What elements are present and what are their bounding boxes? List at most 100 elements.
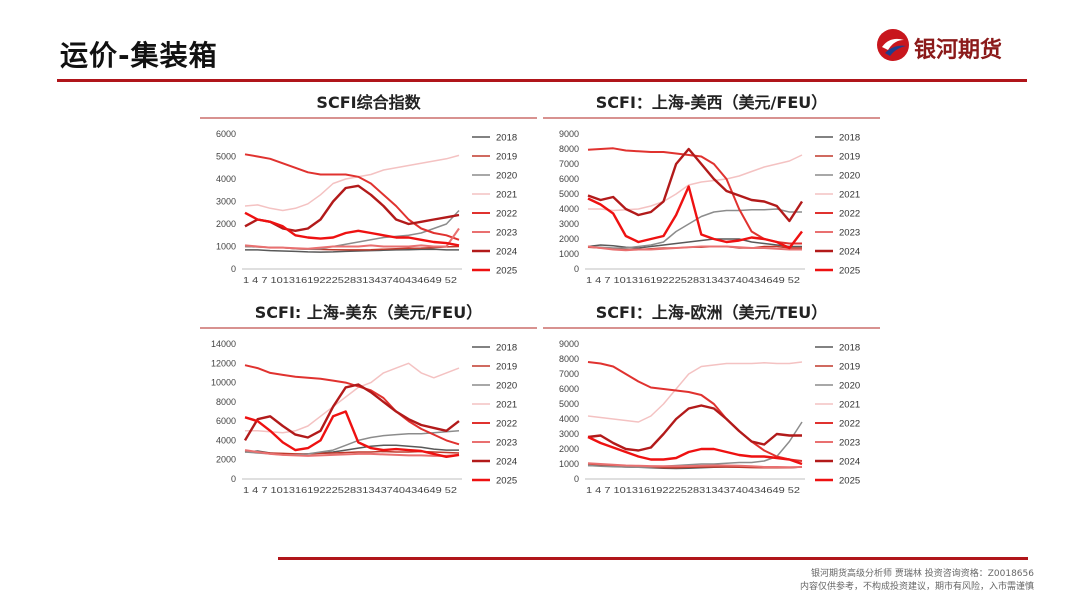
chart-composite-series-2024 [244, 184, 460, 233]
chart-us-west-y-tick-label: 3000 [559, 219, 579, 229]
chart-us-east-y-tick-label: 0 [231, 474, 236, 484]
chart-us-west-y-tick-label: 2000 [559, 234, 579, 244]
chart-us-west-x-tick-labels: 1 4 7 1013161922252831343740434649 52 [586, 275, 800, 285]
chart-us-west-series-2024 [587, 147, 804, 223]
chart-composite-y-tick-label: 1000 [216, 242, 236, 252]
chart-scfi-europe: SCFI：上海-欧洲（美元/TEU） 0 1000 2000 3000 4000 5000 6… [543, 296, 880, 514]
chart-composite-legend-label-2018: 2018 [496, 133, 517, 144]
chart-composite-y-tick-label: 2000 [216, 219, 236, 229]
chart-europe-legend-label-2019: 2019 [839, 362, 860, 373]
chart-us-west-y-tick-label: 5000 [559, 189, 579, 199]
chart-us-east-series-2024 [243, 383, 460, 442]
chart-us-west-y-tick-label: 4000 [559, 204, 579, 214]
chart-composite-series-2021 [244, 154, 460, 212]
chart-us-east-y-tick-label: 8000 [216, 397, 236, 407]
header-divider [57, 79, 1027, 82]
chart-europe-y-tick-label: 8000 [559, 354, 579, 364]
chart-us-east-legend-label-2020: 2020 [496, 381, 517, 392]
chart-us-west-legend-label-2021: 2021 [839, 190, 860, 201]
chart-composite-y-tick-label: 6000 [216, 129, 236, 139]
chart-us-east-series-2023 [244, 449, 460, 457]
chart-us-east-series-2022 [244, 364, 460, 446]
analyst-credit: 银河期货高级分析师 贾瑞林 投资咨询资格：Z0018656 [811, 569, 1034, 579]
chart-composite-legend-label-2023: 2023 [496, 228, 517, 239]
chart-us-west-y-tick-label: 7000 [559, 159, 579, 169]
chart-us-east-title: SCFI: 上海-美东（美元/FEU） [255, 303, 482, 322]
chart-composite-legend-label-2022: 2022 [496, 209, 517, 220]
chart-scfi-us-west: SCFI：上海-美西（美元/FEU） 0 1000 2000 3000 4000 5000 6… [543, 86, 880, 304]
chart-composite-y-tick-label: 4000 [216, 174, 236, 184]
chart-svg: SCFI综合指数 0 1000 2000 3000 4000 5000 6000 1 4 7 1… [200, 93, 537, 285]
chart-us-east-y-tick-label: 14000 [211, 339, 236, 349]
chart-us-west-legend-label-2018: 2018 [839, 133, 860, 144]
chart-europe-y-tick-label: 5000 [559, 399, 579, 409]
chart-europe-y-tick-label: 2000 [559, 444, 579, 454]
chart-svg: SCFI：上海-欧洲（美元/TEU） 0 1000 2000 3000 4000 5000 6… [543, 303, 880, 495]
chart-composite-legend-label-2021: 2021 [496, 190, 517, 201]
chart-europe-x-tick-labels: 1 4 7 1013161922252831343740434649 52 [586, 485, 800, 495]
chart-europe-legend-label-2021: 2021 [839, 400, 860, 411]
chart-composite-legend-label-2024: 2024 [496, 247, 517, 258]
chart-us-east-y-tick-label: 6000 [216, 416, 236, 426]
chart-europe-y-tick-label: 6000 [559, 384, 579, 394]
chart-us-west-series-2018 [587, 238, 802, 249]
chart-europe-legend-label-2018: 2018 [839, 343, 860, 354]
chart-europe-title: SCFI：上海-欧洲（美元/TEU） [596, 303, 827, 322]
chart-us-east-legend-label-2022: 2022 [496, 419, 517, 430]
chart-us-west-y-tick-label: 6000 [559, 174, 579, 184]
chart-us-east-legend-label-2019: 2019 [496, 362, 517, 373]
chart-us-west-legend-label-2020: 2020 [839, 171, 860, 182]
chart-europe-y-tick-label: 1000 [559, 459, 579, 469]
chart-europe-y-tick-label: 9000 [559, 339, 579, 349]
chart-us-east-x-tick-labels: 1 4 7 1013161922252831343740434649 52 [243, 485, 457, 495]
chart-composite-y-tick-label: 0 [231, 264, 236, 274]
chart-composite-legend-label-2025: 2025 [496, 266, 517, 277]
chart-svg: SCFI：上海-美西（美元/FEU） 0 1000 2000 3000 4000 5000 6… [543, 93, 880, 285]
company-logo: 银河期货 [876, 28, 1036, 68]
chart-us-east-series-2025 [244, 410, 460, 459]
chart-us-east-y-tick-label: 10000 [211, 378, 236, 388]
chart-us-west-series-2023 [587, 245, 802, 252]
chart-composite-series-2022 [244, 153, 460, 241]
chart-us-west-y-tick-label: 8000 [559, 144, 579, 154]
chart-us-east-legend-label-2025: 2025 [496, 476, 517, 487]
chart-us-east-legend-label-2023: 2023 [496, 438, 517, 449]
chart-europe-y-tick-label: 0 [574, 474, 579, 484]
chart-europe-series-2020 [587, 421, 803, 469]
chart-us-west-legend-label-2022: 2022 [839, 209, 860, 220]
chart-us-west-y-tick-label: 9000 [559, 129, 579, 139]
chart-composite-y-tick-label: 3000 [216, 197, 236, 207]
risk-disclaimer: 内容仅供参考，不构成投资建议，期市有风险，入市需谨慎 [799, 582, 1034, 592]
chart-composite-x-tick-labels: 1 4 7 1013161922252831343740434649 52 [243, 275, 457, 285]
chart-composite-series-2025 [244, 211, 460, 247]
chart-europe-y-tick-label: 3000 [559, 429, 579, 439]
chart-composite-legend-label-2020: 2020 [496, 171, 517, 182]
chart-us-east-y-tick-label: 12000 [211, 358, 236, 368]
chart-us-west-legend-label-2025: 2025 [839, 266, 860, 277]
chart-scfi-us-east: SCFI: 上海-美东（美元/FEU） 0 2000 4000 6000 8000 1000… [200, 296, 537, 514]
chart-europe-series-2024 [587, 404, 802, 452]
chart-europe-legend-label-2023: 2023 [839, 438, 860, 449]
chart-us-east-legend-label-2024: 2024 [496, 457, 517, 468]
chart-us-east-y-tick-label: 4000 [216, 435, 236, 445]
chart-europe-legend-label-2020: 2020 [839, 381, 860, 392]
chart-us-west-legend-label-2023: 2023 [839, 228, 860, 239]
chart-us-west-y-tick-label: 0 [574, 264, 579, 274]
chart-europe-series-2021 [587, 361, 803, 423]
chart-composite-title: SCFI综合指数 [316, 93, 421, 112]
chart-composite-series-2018 [245, 248, 459, 253]
chart-us-east-series-2021 [245, 362, 460, 434]
chart-us-west-y-tick-label: 1000 [559, 249, 579, 259]
chart-composite-series-2023 [244, 227, 460, 250]
chart-us-west-series-2025 [587, 185, 803, 250]
chart-europe-legend-label-2022: 2022 [839, 419, 860, 430]
chart-us-west-legend-label-2019: 2019 [839, 152, 860, 163]
chart-us-west-legend-label-2024: 2024 [839, 247, 860, 258]
chart-europe-y-tick-label: 4000 [559, 414, 579, 424]
chart-europe-series-2025 [587, 435, 803, 466]
logo-text: 银河期货 [914, 38, 1003, 63]
chart-us-east-legend-label-2018: 2018 [496, 343, 517, 354]
chart-us-west-series-2021 [588, 154, 803, 212]
chart-us-west-series-2020 [587, 208, 802, 249]
chart-svg: SCFI: 上海-美东（美元/FEU） 0 2000 4000 6000 8000 1000… [200, 303, 537, 495]
